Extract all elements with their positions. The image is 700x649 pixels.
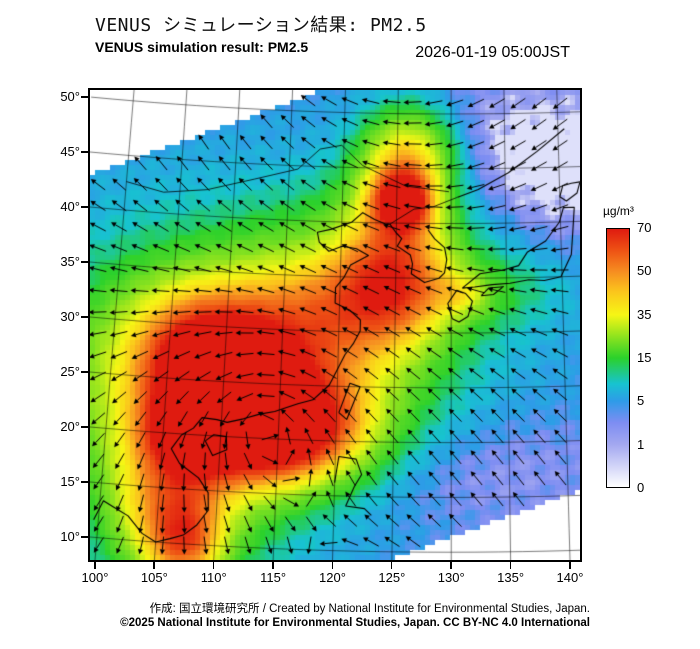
lat-tick-mark	[81, 371, 88, 373]
valid-time-label: 2026-01-19 05:00JST	[415, 44, 570, 61]
lon-tick-mark	[153, 562, 155, 569]
lon-tick-label: 140°	[556, 570, 584, 585]
lon-tick-label: 135°	[497, 570, 525, 585]
lat-tick-mark	[81, 316, 88, 318]
lat-tick-label: 35°	[60, 254, 80, 269]
lat-tick-mark	[81, 206, 88, 208]
colorbar-tick-label: 50	[637, 263, 652, 279]
lon-tick-label: 130°	[437, 570, 465, 585]
colorbar-unit-label: µg/m³	[603, 204, 634, 218]
lat-tick-mark	[81, 261, 88, 263]
lon-tick-label: 120°	[319, 570, 346, 585]
colorbar-tick-label: 35	[637, 306, 652, 322]
lat-tick-label: 45°	[60, 144, 80, 159]
lon-tick-mark	[272, 562, 274, 569]
lon-tick-mark	[331, 562, 333, 569]
lon-tick-mark	[509, 562, 512, 569]
lat-tick-mark	[81, 151, 88, 153]
lon-tick-mark	[94, 562, 96, 569]
lat-tick-label: 15°	[60, 474, 80, 489]
lon-tick-mark	[390, 562, 393, 569]
lon-tick-label: 125°	[378, 570, 406, 585]
lon-tick-mark	[569, 562, 571, 569]
colorbar-tick-label: 70	[637, 220, 652, 235]
lat-tick-mark	[81, 536, 88, 538]
lat-tick-label: 30°	[60, 309, 80, 324]
colorbar-tick-label: 5	[637, 393, 645, 409]
lon-tick-label: 100°	[81, 570, 109, 585]
colorbar-tick-label: 1	[637, 436, 645, 452]
lat-tick-label: 40°	[60, 199, 80, 214]
map-plot-frame	[88, 88, 582, 562]
lon-tick-label: 105°	[140, 570, 168, 585]
footer-credit-line: 作成: 国立環境研究所 / Created by National Instit…	[149, 603, 590, 615]
lat-tick-mark	[81, 96, 88, 98]
lat-tick-label: 20°	[60, 419, 80, 434]
lon-tick-mark	[450, 562, 452, 569]
lat-tick-label: 50°	[60, 89, 80, 104]
lat-tick-label: 10°	[60, 529, 80, 544]
lat-tick-label: 25°	[60, 364, 80, 379]
colorbar-gradient	[606, 228, 630, 488]
lat-tick-mark	[81, 481, 88, 483]
lon-tick-mark	[212, 562, 215, 569]
colorbar-tick-label: 0	[637, 480, 645, 495]
lon-tick-label: 115°	[260, 570, 287, 585]
lat-tick-mark	[81, 426, 88, 428]
page-title-english: VENUS simulation result: PM2.5	[95, 39, 309, 55]
footer-copyright-line: ©2025 National Institute for Environment…	[120, 617, 590, 629]
page-title-japanese: VENUS シミュレーション結果: PM2.5	[95, 15, 427, 36]
lon-tick-label: 110°	[200, 570, 227, 585]
map-canvas	[90, 90, 580, 560]
colorbar-tick-label: 15	[637, 350, 652, 365]
